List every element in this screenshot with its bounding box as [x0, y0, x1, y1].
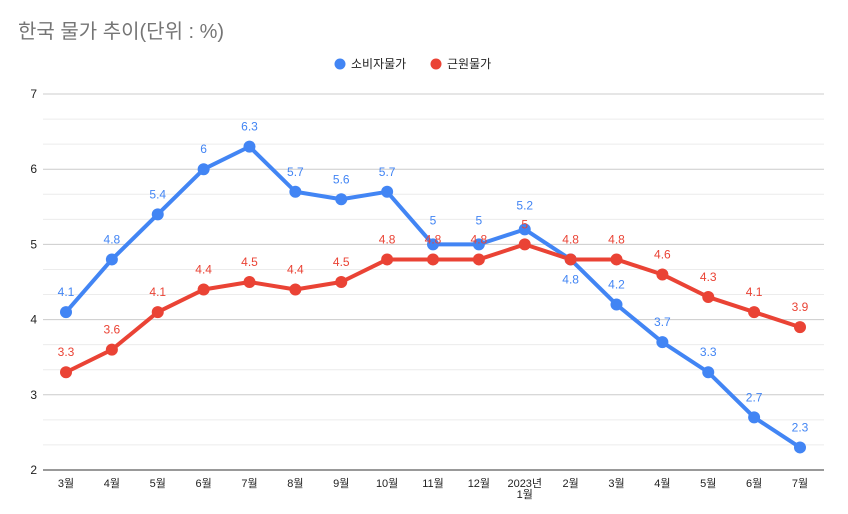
- data-label: 4.8: [471, 232, 488, 246]
- data-label: 4.1: [149, 285, 166, 299]
- x-tick-label: 11월: [422, 477, 444, 490]
- data-point: [702, 366, 715, 379]
- data-label: 2.7: [746, 390, 763, 404]
- data-label: 4.8: [562, 272, 579, 286]
- chart-title: 한국 물가 추이(단위 : %): [18, 21, 225, 43]
- data-point: [335, 193, 348, 206]
- data-label: 4.5: [241, 255, 258, 269]
- data-point: [243, 276, 256, 288]
- data-label: 4.8: [104, 232, 121, 246]
- data-point: [427, 253, 439, 266]
- legend-label: 소비자물가: [351, 57, 406, 71]
- data-point: [151, 208, 164, 221]
- data-point: [472, 253, 485, 266]
- x-tick-label: 4월: [654, 477, 670, 490]
- data-point: [105, 343, 118, 356]
- data-point: [610, 253, 623, 266]
- data-point: [702, 291, 715, 304]
- data-point: [60, 306, 72, 319]
- x-tick-label: 3월: [58, 477, 74, 490]
- x-tick-label: 5월: [700, 477, 716, 490]
- data-label: 3.6: [104, 323, 121, 337]
- data-label: 5: [521, 217, 528, 231]
- y-tick-label: 3: [30, 388, 37, 402]
- data-label: 5.2: [516, 198, 533, 212]
- data-point: [197, 163, 210, 176]
- data-label: 3.9: [792, 300, 809, 314]
- x-tick-label: 5월: [150, 477, 166, 490]
- data-label: 4.4: [195, 263, 212, 277]
- y-tick-label: 7: [30, 87, 37, 101]
- data-label: 4.5: [333, 255, 350, 269]
- data-label: 6.3: [241, 120, 258, 134]
- x-tick-label: 2023년: [507, 477, 542, 490]
- legend-marker: [430, 58, 442, 70]
- data-label: 4.1: [746, 285, 763, 299]
- legend-label: 근원물가: [447, 57, 491, 71]
- data-point: [289, 283, 302, 296]
- y-tick-label: 5: [30, 237, 37, 251]
- data-point: [794, 321, 806, 334]
- data-label: 4.3: [700, 270, 717, 284]
- x-tick-label: 7월: [241, 477, 257, 490]
- data-point: [518, 223, 531, 236]
- data-point: [656, 268, 669, 281]
- data-label: 5: [476, 213, 483, 227]
- x-tick-label: 6월: [746, 477, 762, 490]
- data-point: [472, 238, 485, 251]
- data-point: [381, 253, 394, 266]
- data-point: [794, 441, 806, 454]
- x-tick-label: 2월: [563, 477, 579, 490]
- series-line: [64, 144, 802, 450]
- x-tick-label: 8월: [287, 477, 303, 490]
- data-label: 4.8: [608, 232, 625, 246]
- data-label: 4.8: [425, 232, 442, 246]
- data-point: [151, 306, 164, 319]
- data-label: 5.7: [379, 165, 396, 179]
- legend-marker: [334, 58, 346, 70]
- data-label: 4.4: [287, 263, 304, 277]
- x-tick-label: 6월: [196, 477, 212, 490]
- y-tick-label: 4: [30, 313, 37, 327]
- data-point: [60, 366, 72, 379]
- data-label: 5.4: [149, 187, 166, 201]
- x-tick-label: 4월: [104, 477, 120, 490]
- data-label: 4.2: [608, 278, 625, 292]
- data-point: [335, 276, 348, 288]
- data-point: [518, 238, 531, 251]
- data-point: [748, 306, 761, 319]
- data-label: 5.6: [333, 172, 350, 186]
- data-label: 3.3: [58, 345, 75, 359]
- x-tick-label: 12월: [468, 477, 490, 490]
- data-label: 5: [430, 213, 437, 227]
- x-tick-label: 1월: [517, 488, 533, 501]
- data-label: 3.3: [700, 345, 717, 359]
- data-point: [748, 411, 761, 424]
- data-label: 4.8: [379, 232, 396, 246]
- y-tick-label: 2: [30, 463, 37, 477]
- data-point: [564, 253, 577, 266]
- data-label: 6: [200, 142, 207, 156]
- data-point: [197, 283, 210, 296]
- data-label: 4.6: [654, 247, 671, 261]
- x-tick-label: 9월: [333, 477, 349, 490]
- data-label: 2.3: [792, 420, 809, 434]
- data-label: 4.1: [58, 285, 75, 299]
- x-tick-label: 10월: [376, 477, 398, 490]
- data-point: [656, 336, 669, 349]
- data-label: 4.8: [562, 232, 579, 246]
- data-point: [381, 185, 394, 198]
- data-point: [243, 140, 256, 153]
- data-point: [610, 298, 623, 311]
- data-label: 5.7: [287, 165, 304, 179]
- y-tick-label: 6: [30, 162, 37, 176]
- data-label: 3.7: [654, 315, 671, 329]
- data-point: [105, 253, 118, 266]
- data-point: [427, 238, 439, 251]
- x-tick-label: 7월: [792, 477, 808, 490]
- x-tick-label: 3월: [608, 477, 624, 490]
- data-point: [289, 185, 302, 198]
